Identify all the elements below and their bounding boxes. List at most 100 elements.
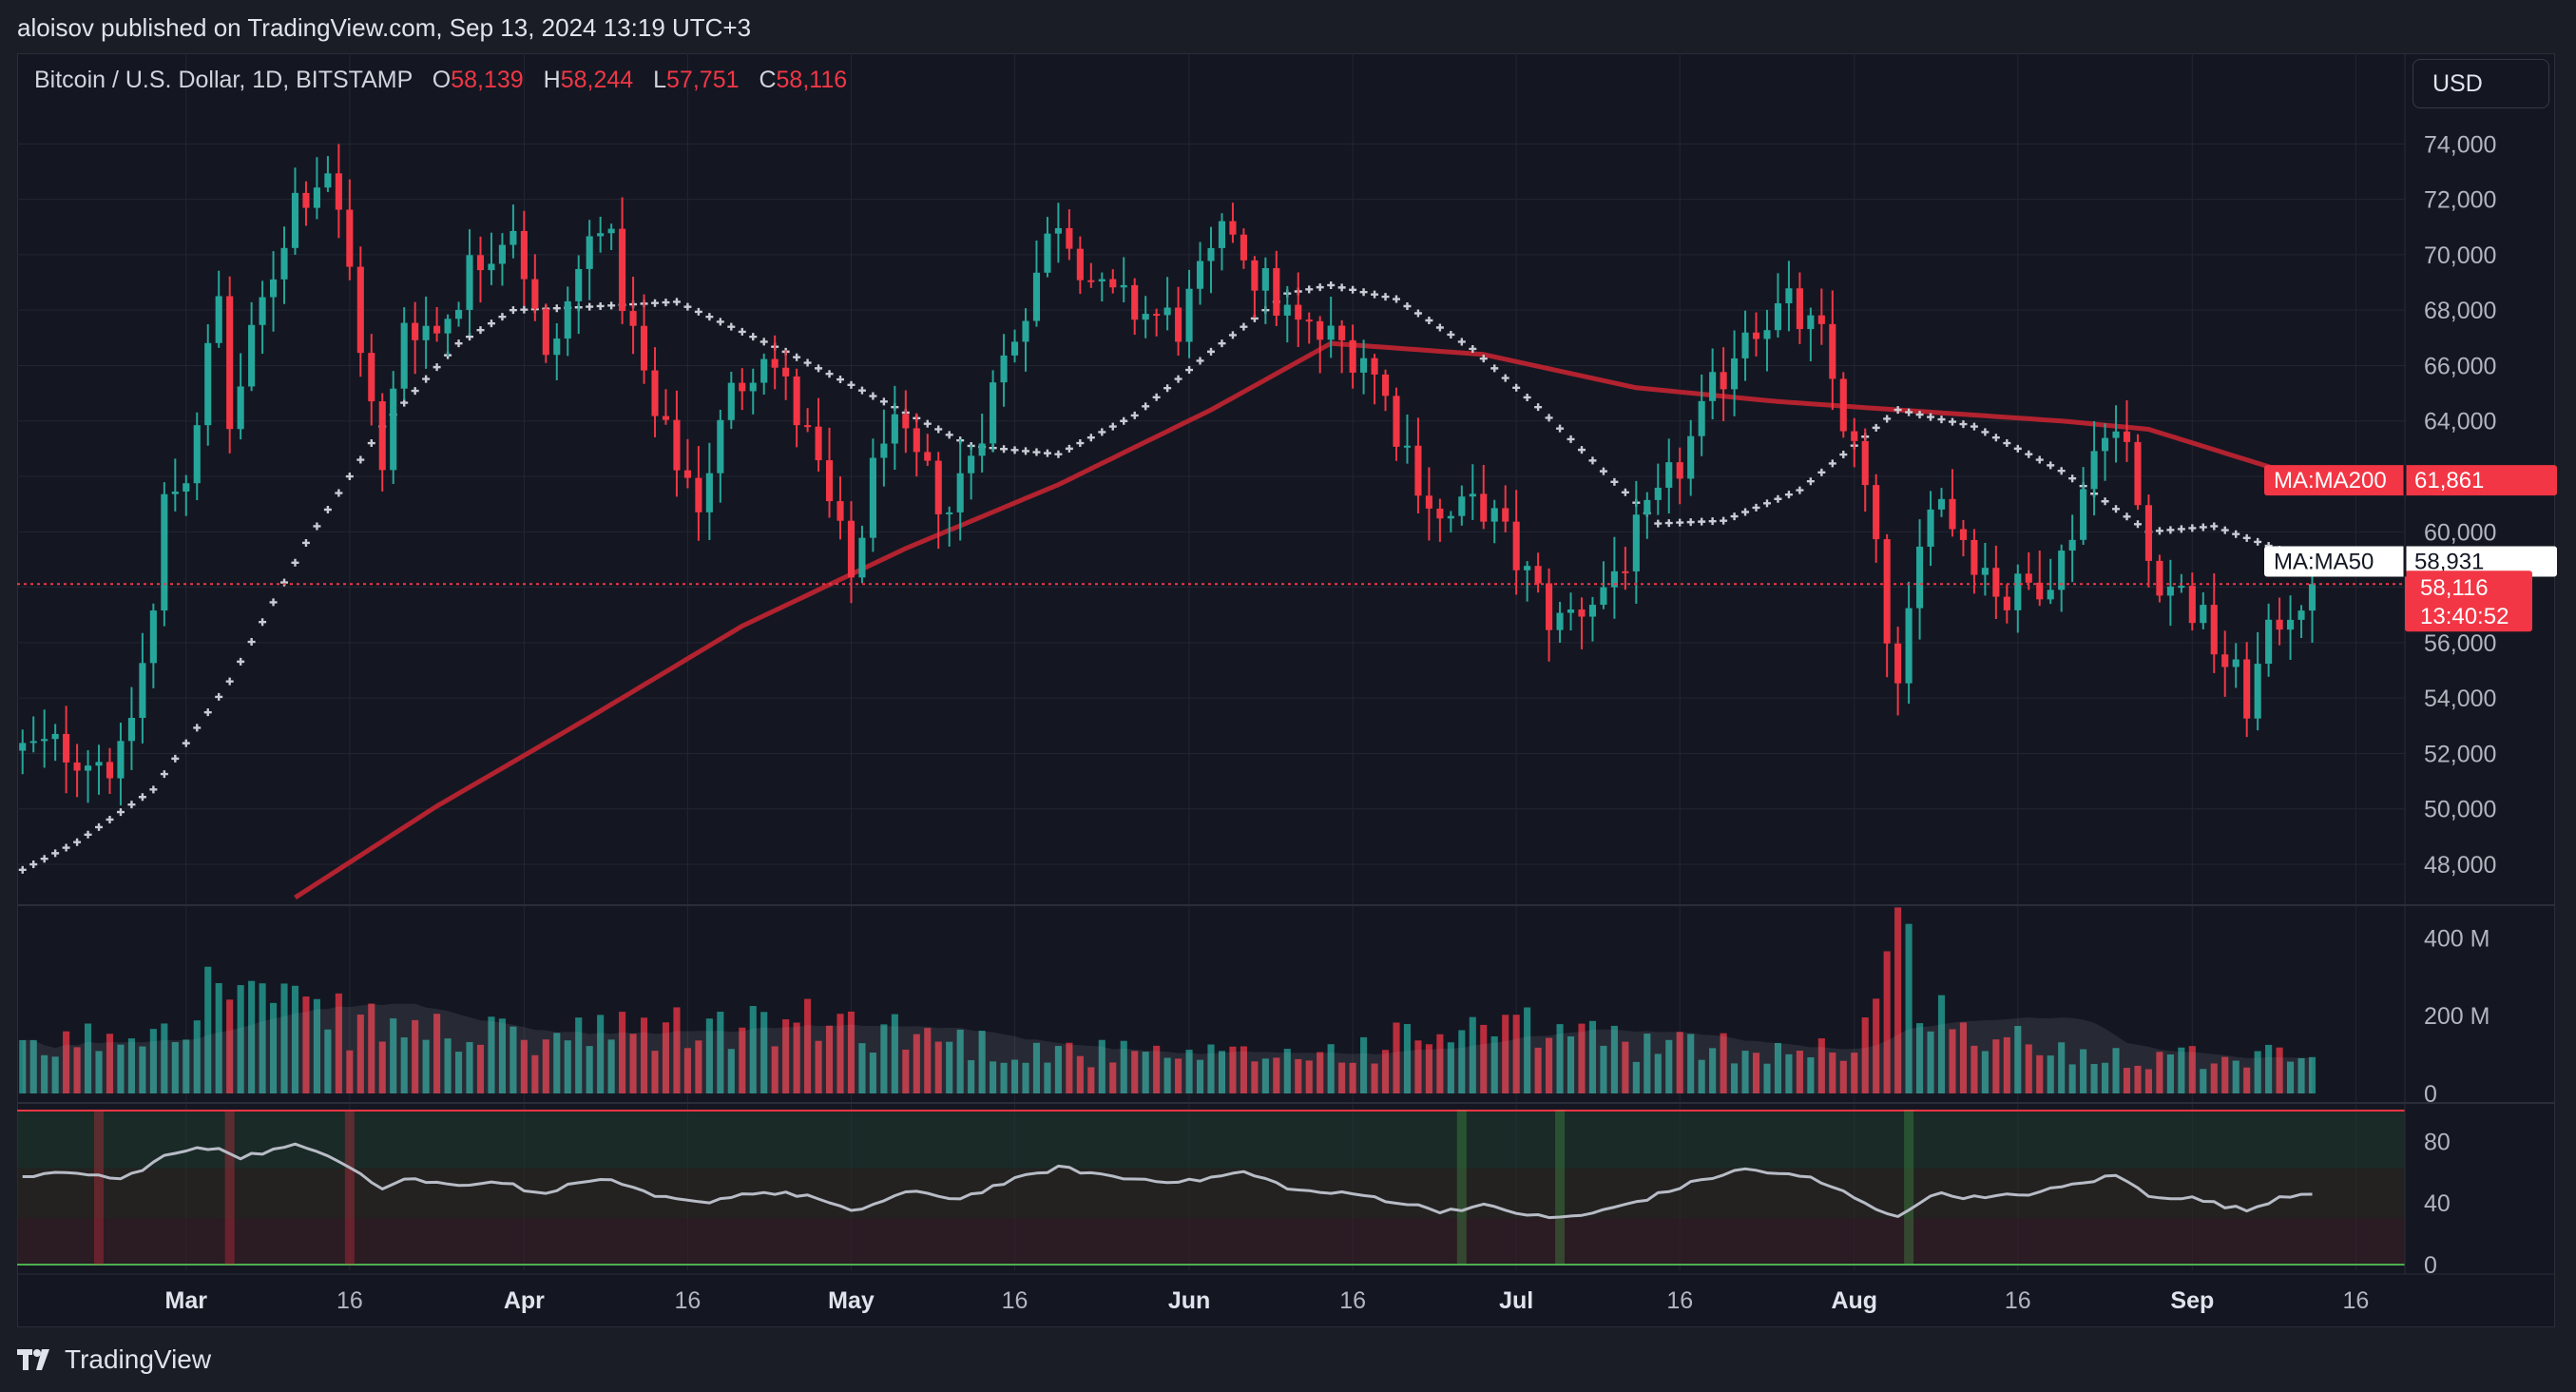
candle-body [1588, 605, 1597, 617]
ma50-point [301, 538, 310, 547]
candle [2036, 551, 2044, 607]
candle-body [2123, 431, 2131, 442]
candle-body [1371, 358, 1378, 375]
volume-bar [183, 1039, 190, 1093]
volume-bar [978, 1030, 986, 1093]
volume-bar [1927, 1031, 1934, 1093]
candle-body [313, 187, 320, 208]
low-value: 57,751 [666, 67, 740, 93]
price-tick-label: 56,000 [2424, 630, 2496, 657]
candle-body [1851, 431, 1858, 441]
volume-bar [793, 1022, 800, 1093]
ma50-point [476, 326, 485, 335]
rsi-highlight-bar [1904, 1111, 1914, 1265]
candle-body [597, 233, 605, 237]
volume-bar [1622, 1041, 1629, 1093]
ma200-line [294, 340, 2314, 900]
volume-bar [1229, 1046, 1237, 1093]
candle [1610, 536, 1618, 619]
candle [2144, 494, 2153, 588]
volume-bar [1534, 1047, 1542, 1093]
rsi-highlight-bar [1555, 1111, 1566, 1265]
volume-bar [1480, 1024, 1488, 1093]
candle-body [2134, 441, 2142, 506]
ma50-line [18, 280, 2316, 874]
symbol-title[interactable]: Bitcoin / U.S. Dollar, 1D, BITSTAMP [34, 67, 413, 93]
candle [1524, 561, 1531, 602]
candle [1010, 329, 1019, 363]
ma50-tag[interactable]: MA:MA50 58,931 [2264, 546, 2557, 577]
volume-bar [1883, 951, 1891, 1093]
candle-body [1622, 570, 1629, 573]
candle [1480, 464, 1488, 530]
candle [2134, 434, 2142, 511]
candle-body [390, 388, 397, 471]
candle [41, 709, 48, 768]
ma50-point [552, 304, 561, 313]
grid-lines [17, 53, 2405, 1270]
ma50-point [1948, 417, 1956, 426]
ma50-point [269, 598, 278, 607]
ma50-point [759, 338, 768, 346]
rsi-highlight-bar [94, 1111, 105, 1265]
ma50-point [749, 333, 758, 341]
volume-bar [335, 993, 342, 1093]
ma200-tag[interactable]: MA:MA200 61,861 [2264, 465, 2557, 496]
candle [869, 438, 876, 552]
ma50-point [171, 754, 180, 763]
ma50-point [1174, 375, 1182, 383]
time-tick-label: 16 [336, 1287, 363, 1314]
ma50-point [291, 558, 299, 567]
candle-body [368, 353, 375, 402]
tradingview-logo[interactable]: TradingView [17, 1344, 211, 1375]
ma50-point [237, 657, 245, 666]
candle [368, 334, 375, 426]
volume-bar [248, 980, 256, 1093]
candle [1883, 533, 1891, 678]
volume-bar [673, 1007, 681, 1093]
candle-body [1425, 495, 1432, 509]
volume-bar [1163, 1057, 1171, 1093]
candle [1447, 511, 1454, 532]
ma50-point [422, 375, 431, 383]
currency-button[interactable]: USD [2413, 59, 2549, 108]
candle-body [1273, 267, 1280, 316]
candle-body [946, 512, 953, 514]
publisher-caption: aloisov published on TradingView.com, Se… [17, 13, 752, 42]
candle [1937, 488, 1946, 517]
candle-body [542, 308, 549, 356]
candle [1327, 296, 1335, 358]
candle-body [2178, 586, 2185, 589]
ma50-point [847, 380, 855, 389]
candle-body [204, 342, 212, 426]
candle [1414, 417, 1422, 514]
candle [607, 223, 615, 250]
candle-body [934, 460, 942, 514]
volume-bar [1796, 1050, 1803, 1093]
open-label: O [432, 67, 452, 93]
candle-body [335, 173, 342, 210]
volume-bar [1261, 1058, 1269, 1093]
candle-body [520, 230, 528, 280]
candle-body [1709, 372, 1717, 401]
time-tick-label: Mar [165, 1287, 208, 1314]
volume-bar [291, 985, 299, 1093]
volume-bar [683, 1048, 691, 1093]
volume-bar [1644, 1034, 1651, 1093]
candle-body [1251, 260, 1259, 291]
ma50-point [1883, 415, 1892, 423]
candle [597, 216, 605, 253]
last-price-tag[interactable]: 58,116 13:40:52 [2405, 570, 2532, 632]
volume-bar [847, 1011, 855, 1093]
candle-body [237, 386, 244, 430]
ma50-point [1207, 347, 1215, 356]
volume-bar [695, 1040, 702, 1093]
volume-bar [575, 1017, 583, 1093]
candle-body [978, 443, 986, 456]
candle [466, 229, 473, 336]
ma50-point [40, 855, 48, 863]
price-tick-label: 52,000 [2424, 741, 2496, 767]
candle-body [2254, 664, 2261, 719]
candle [2232, 643, 2240, 688]
